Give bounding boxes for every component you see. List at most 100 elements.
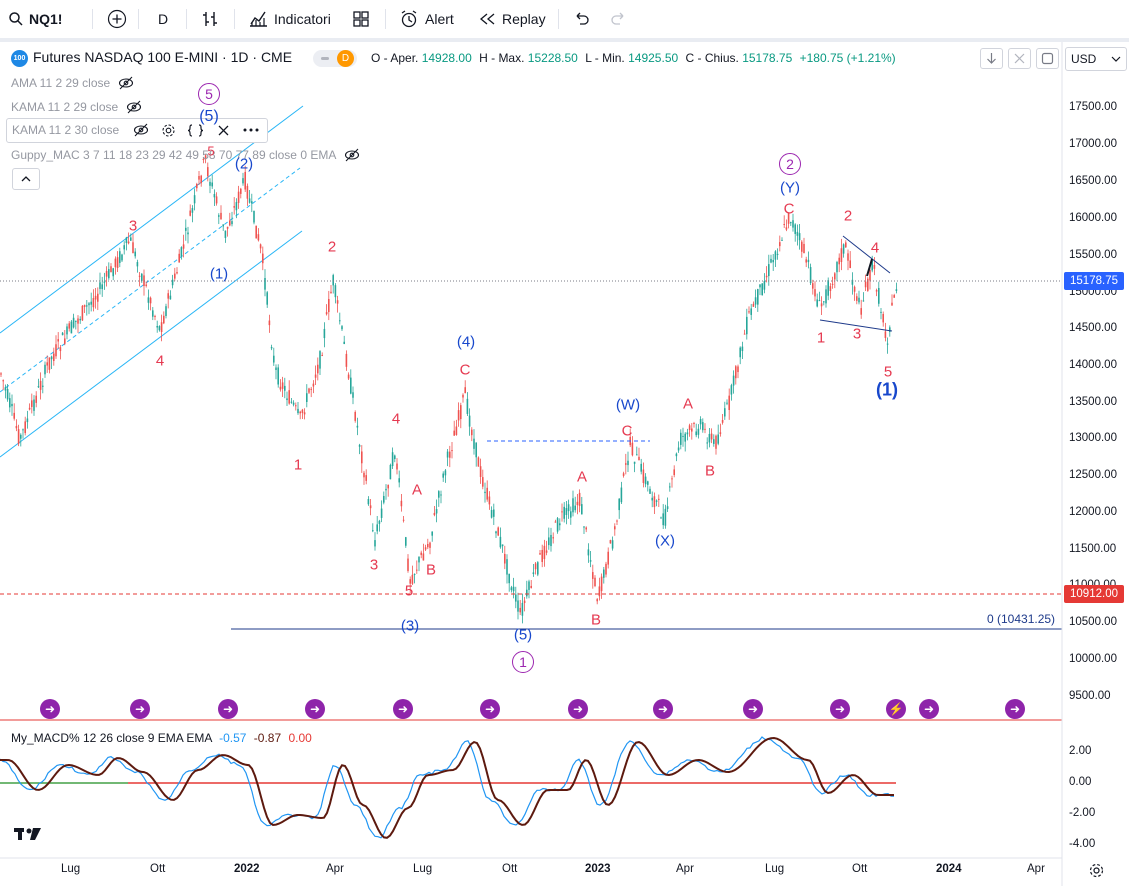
candle-body: [231, 221, 233, 225]
replay-button[interactable]: Replay: [478, 0, 546, 38]
candle-body: [702, 422, 704, 431]
candle-body: [869, 269, 871, 281]
collapse-legend-button[interactable]: [12, 168, 40, 190]
wave-label: (4): [456, 333, 476, 351]
replay-label: Replay: [502, 11, 546, 27]
indicator-kama-29[interactable]: KAMA 11 2 29 close: [11, 97, 142, 117]
toolbar-shadow: [0, 38, 1129, 42]
candle-body: [2, 380, 4, 382]
time-tick: Ott: [852, 863, 868, 875]
indicator-kama-30-row[interactable]: KAMA 11 2 30 close: [6, 118, 268, 143]
candle-body: [715, 435, 717, 449]
eye-off-icon[interactable]: [126, 100, 142, 114]
indicator-ama[interactable]: AMA 11 2 29 close: [11, 73, 134, 93]
macd-legend[interactable]: My_MACD% 12 26 close 9 EMA EMA -0.57 -0.…: [11, 731, 312, 745]
candle-body: [48, 357, 51, 370]
symbol-search[interactable]: NQ1!: [8, 0, 62, 38]
close-pane-button[interactable]: [1008, 48, 1031, 69]
event-marker-icon[interactable]: ➜: [830, 699, 850, 719]
candle-body: [174, 273, 176, 279]
source-code-icon[interactable]: [187, 123, 204, 138]
compare-button[interactable]: [107, 0, 127, 38]
close-icon[interactable]: [217, 124, 230, 137]
candle-body: [149, 297, 152, 304]
candle-body: [486, 487, 488, 500]
event-marker-icon[interactable]: ➜: [743, 699, 763, 719]
candle-body: [103, 281, 106, 283]
candle-body: [519, 607, 521, 613]
event-marker-icon[interactable]: ➜: [653, 699, 673, 719]
candle-body: [9, 398, 11, 408]
gear-icon[interactable]: [161, 123, 176, 138]
candle-body: [803, 243, 805, 254]
candle-body: [200, 175, 202, 184]
candle-body: [864, 281, 867, 288]
candle-body: [301, 409, 304, 413]
event-marker-icon[interactable]: ➜: [480, 699, 500, 719]
low-label: L - Min.: [585, 51, 625, 65]
price-tick: 11500.00: [1069, 543, 1117, 555]
candle-body: [363, 472, 365, 478]
event-marker-icon[interactable]: ➜: [568, 699, 588, 719]
redo-button[interactable]: [610, 0, 628, 38]
macd-pane: [0, 736, 896, 839]
settings-gear-icon[interactable]: [1088, 862, 1105, 879]
candle-body: [688, 425, 691, 431]
eye-off-icon[interactable]: [118, 76, 134, 90]
channel-upper-line: [0, 105, 304, 334]
collapse-button[interactable]: [980, 48, 1003, 69]
indicator-guppy[interactable]: Guppy_MAC 3 7 11 18 23 29 42 49 58 70 77…: [11, 145, 360, 165]
candle-body: [836, 262, 838, 273]
undo-button[interactable]: [572, 0, 590, 38]
candle-body: [526, 589, 528, 597]
wave-label: A: [411, 481, 423, 499]
wave-label: 5: [883, 363, 893, 381]
event-marker-icon[interactable]: ➜: [40, 699, 60, 719]
candle-body: [495, 531, 497, 534]
candle-body: [842, 244, 845, 254]
event-marker-icon[interactable]: ➜: [305, 699, 325, 719]
redo-icon: [611, 12, 624, 25]
candle-body: [548, 537, 550, 546]
candle-body: [312, 383, 315, 387]
alert-button[interactable]: Alert: [399, 0, 454, 38]
layouts-button[interactable]: [352, 0, 370, 38]
candle-body: [675, 453, 678, 457]
candle-body: [233, 206, 235, 208]
candle-body: [636, 454, 638, 456]
candle-body: [427, 543, 429, 548]
chart-title[interactable]: Futures NASDAQ 100 E-MINI · 1D · CME: [33, 49, 293, 65]
more-icon[interactable]: [243, 128, 259, 132]
candle-body: [583, 526, 585, 528]
candle-body: [380, 508, 383, 518]
interval-button[interactable]: D: [158, 0, 168, 38]
time-tick: Ott: [150, 863, 166, 875]
event-marker-icon[interactable]: ➜: [919, 699, 939, 719]
candle-body: [530, 585, 532, 588]
event-marker-icon[interactable]: ➜: [393, 699, 413, 719]
candle-body: [625, 463, 627, 465]
event-marker-icon[interactable]: ➜: [1005, 699, 1025, 719]
candle-body: [823, 301, 825, 303]
eye-off-icon[interactable]: [133, 123, 149, 137]
candle-body: [721, 419, 724, 423]
maximize-button[interactable]: [1036, 48, 1059, 69]
event-marker-icon[interactable]: ➜: [218, 699, 238, 719]
indicators-button[interactable]: Indicatori: [249, 0, 331, 38]
candle-body: [517, 600, 519, 612]
candle-body: [306, 393, 308, 402]
event-marker-icon[interactable]: ➜: [130, 699, 150, 719]
wave-label: 3: [369, 556, 379, 574]
wave-label: 2: [843, 207, 853, 225]
time-tick: Apr: [1027, 863, 1045, 875]
chart-type-button[interactable]: [201, 0, 219, 38]
currency-select[interactable]: USD: [1065, 47, 1127, 71]
candle-body: [94, 295, 97, 300]
candle-body: [713, 439, 715, 444]
eye-off-icon[interactable]: [344, 148, 360, 162]
event-marker-icon[interactable]: ⚡: [886, 699, 906, 719]
price-chart[interactable]: [0, 42, 1129, 886]
data-source-badge[interactable]: D: [313, 50, 357, 67]
candle-body: [343, 341, 345, 345]
tradingview-logo[interactable]: [14, 826, 44, 842]
